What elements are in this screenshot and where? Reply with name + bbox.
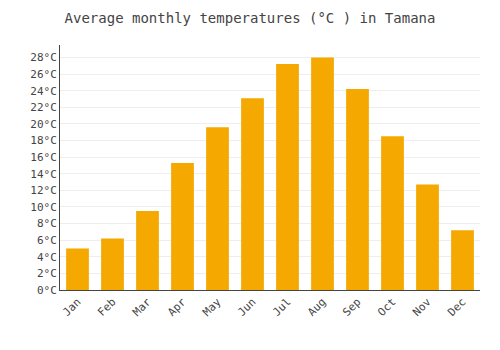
svg-text:20°C: 20°C xyxy=(30,118,57,131)
svg-text:8°C: 8°C xyxy=(37,217,57,230)
svg-text:Nov: Nov xyxy=(410,295,434,319)
svg-text:26°C: 26°C xyxy=(30,68,57,81)
svg-text:16°C: 16°C xyxy=(30,151,57,164)
svg-text:Oct: Oct xyxy=(375,296,398,319)
svg-text:Feb: Feb xyxy=(95,296,118,319)
svg-text:Aug: Aug xyxy=(305,296,328,319)
svg-text:18°C: 18°C xyxy=(30,134,57,147)
svg-text:Jun: Jun xyxy=(235,296,258,319)
svg-text:Apr: Apr xyxy=(165,295,189,319)
svg-text:14°C: 14°C xyxy=(30,168,57,181)
svg-text:28°C: 28°C xyxy=(30,51,57,64)
svg-text:10°C: 10°C xyxy=(30,201,57,214)
svg-text:Jul: Jul xyxy=(270,296,293,319)
svg-text:2°C: 2°C xyxy=(37,267,57,280)
svg-text:Sep: Sep xyxy=(340,296,363,319)
svg-text:Average monthly temperatures (: Average monthly temperatures (°C ) in Ta… xyxy=(65,10,436,26)
svg-text:Dec: Dec xyxy=(445,296,468,319)
svg-text:Mar: Mar xyxy=(130,295,154,319)
svg-text:24°C: 24°C xyxy=(30,85,57,98)
svg-text:Jan: Jan xyxy=(60,296,83,319)
svg-text:6°C: 6°C xyxy=(37,234,57,247)
svg-text:May: May xyxy=(200,295,224,319)
svg-text:0°C: 0°C xyxy=(37,284,57,297)
svg-text:12°C: 12°C xyxy=(30,184,57,197)
svg-text:4°C: 4°C xyxy=(37,251,57,264)
svg-text:22°C: 22°C xyxy=(30,101,57,114)
